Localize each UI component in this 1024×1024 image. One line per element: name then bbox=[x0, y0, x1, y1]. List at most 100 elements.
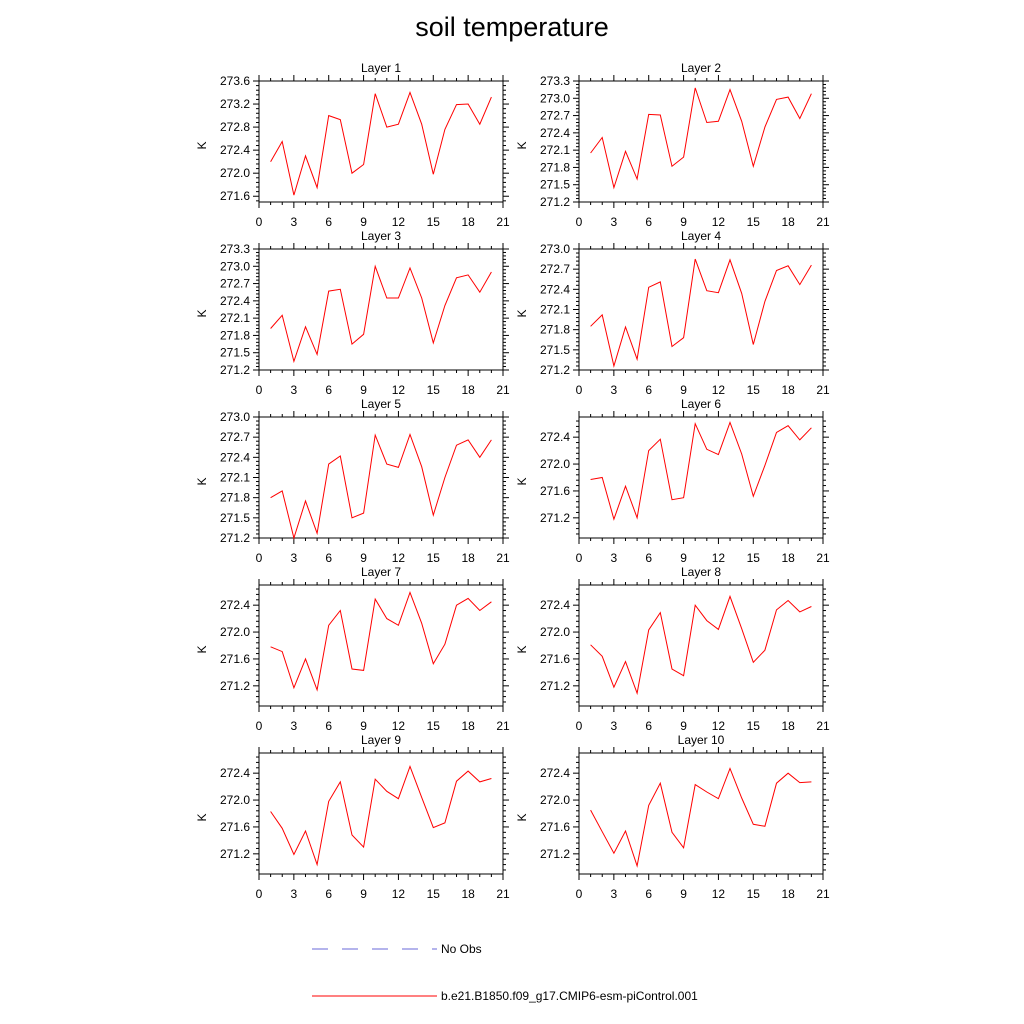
y-tick-label: 271.2 bbox=[220, 847, 250, 861]
x-tick-label: 3 bbox=[611, 719, 618, 733]
y-tick-label: 272.7 bbox=[540, 262, 570, 276]
x-tick-label: 6 bbox=[645, 887, 652, 901]
x-tick-label: 18 bbox=[781, 383, 795, 397]
x-tick-label: 3 bbox=[611, 887, 618, 901]
y-tick-label: 272.4 bbox=[220, 450, 250, 464]
x-tick-label: 12 bbox=[392, 215, 406, 229]
x-tick-label: 3 bbox=[291, 551, 298, 565]
y-tick-label: 273.0 bbox=[540, 91, 570, 105]
y-tick-label: 271.6 bbox=[540, 484, 570, 498]
y-tick-label: 272.1 bbox=[220, 471, 250, 485]
x-tick-label: 0 bbox=[256, 551, 263, 565]
x-tick-label: 21 bbox=[496, 215, 510, 229]
x-tick-label: 9 bbox=[680, 215, 687, 229]
x-tick-label: 9 bbox=[680, 719, 687, 733]
series-line bbox=[270, 590, 492, 692]
y-tick-label: 272.4 bbox=[540, 430, 570, 444]
y-tick-label: 272.4 bbox=[540, 126, 570, 140]
x-tick-label: 15 bbox=[747, 551, 761, 565]
panel-layer-1: 0 3 6 9 12 15 18 21 271.6 272.0 272.4 272.8 273.2 273… bbox=[195, 61, 510, 229]
x-tick-label: 9 bbox=[360, 551, 367, 565]
y-tick-label: 272.1 bbox=[540, 303, 570, 317]
y-tick-label: 271.8 bbox=[220, 328, 250, 342]
x-tick-label: 12 bbox=[712, 887, 726, 901]
x-tick-label: 0 bbox=[256, 215, 263, 229]
x-tick-label: 12 bbox=[392, 383, 406, 397]
x-tick-label: 12 bbox=[392, 551, 406, 565]
y-tick-label: 271.2 bbox=[220, 531, 250, 545]
x-tick-label: 12 bbox=[712, 215, 726, 229]
panel-title: Layer 3 bbox=[361, 229, 401, 243]
y-tick-label: 271.8 bbox=[220, 491, 250, 505]
panel-title: Layer 2 bbox=[681, 61, 721, 75]
y-tick-label: 271.6 bbox=[540, 652, 570, 666]
x-tick-label: 18 bbox=[461, 215, 475, 229]
y-tick-label: 271.2 bbox=[540, 847, 570, 861]
plot-frame bbox=[578, 584, 824, 707]
panel-layer-4: 0 3 6 9 12 15 18 21 271.2 271.5 271.8 272.1 272.4 272… bbox=[515, 229, 830, 397]
x-tick-label: 15 bbox=[747, 719, 761, 733]
x-tick-label: 15 bbox=[427, 719, 441, 733]
y-tick-label: 272.7 bbox=[540, 109, 570, 123]
y-tick-label: 271.2 bbox=[220, 679, 250, 693]
panel-title: Layer 10 bbox=[678, 733, 725, 747]
panel-title: Layer 1 bbox=[361, 61, 401, 75]
panel-title: Layer 6 bbox=[681, 397, 721, 411]
x-tick-label: 0 bbox=[576, 551, 583, 565]
y-tick-label: 273.0 bbox=[540, 242, 570, 256]
panel-layer-5: 0 3 6 9 12 15 18 21 271.2 271.5 271.8 272.1 272.4 272… bbox=[195, 397, 510, 565]
y-tick-label: 271.6 bbox=[220, 652, 250, 666]
x-tick-label: 15 bbox=[747, 215, 761, 229]
panel-layer-7: 0 3 6 9 12 15 18 21 271.2 271.6 272.0 272.4 Layer 7 K bbox=[195, 565, 510, 733]
x-tick-label: 6 bbox=[645, 215, 652, 229]
y-tick-label: 272.7 bbox=[220, 277, 250, 291]
y-tick-label: 271.5 bbox=[220, 346, 250, 360]
x-tick-label: 3 bbox=[291, 383, 298, 397]
panel-title: Layer 9 bbox=[361, 733, 401, 747]
panel-layer-8: 0 3 6 9 12 15 18 21 271.2 271.6 272.0 272.4 Layer 8 K bbox=[515, 565, 830, 733]
x-tick-label: 9 bbox=[360, 719, 367, 733]
y-axis-label: K bbox=[515, 477, 529, 485]
x-tick-label: 3 bbox=[611, 383, 618, 397]
series-line bbox=[270, 91, 492, 196]
plot-frame bbox=[578, 416, 824, 539]
x-tick-label: 12 bbox=[712, 383, 726, 397]
series-line bbox=[270, 764, 492, 867]
x-tick-label: 21 bbox=[816, 215, 830, 229]
x-tick-label: 9 bbox=[360, 215, 367, 229]
panel-title: Layer 5 bbox=[361, 397, 401, 411]
x-tick-label: 6 bbox=[645, 719, 652, 733]
x-tick-label: 12 bbox=[392, 887, 406, 901]
x-tick-label: 15 bbox=[427, 887, 441, 901]
panel-title: Layer 7 bbox=[361, 565, 401, 579]
y-axis-label: K bbox=[195, 141, 209, 149]
y-axis-label: K bbox=[195, 477, 209, 485]
x-tick-label: 6 bbox=[325, 719, 332, 733]
x-tick-label: 18 bbox=[781, 215, 795, 229]
x-tick-label: 12 bbox=[712, 551, 726, 565]
x-tick-label: 12 bbox=[712, 719, 726, 733]
x-tick-label: 3 bbox=[291, 887, 298, 901]
y-tick-label: 272.4 bbox=[220, 598, 250, 612]
x-tick-label: 18 bbox=[461, 887, 475, 901]
plot-frame bbox=[578, 248, 824, 371]
y-tick-label: 272.7 bbox=[220, 430, 250, 444]
y-tick-label: 272.8 bbox=[220, 120, 250, 134]
x-tick-label: 18 bbox=[781, 719, 795, 733]
x-tick-label: 21 bbox=[816, 887, 830, 901]
x-tick-label: 21 bbox=[496, 719, 510, 733]
y-axis-label: K bbox=[195, 309, 209, 317]
y-tick-label: 271.6 bbox=[220, 820, 250, 834]
x-tick-label: 6 bbox=[645, 383, 652, 397]
y-axis-label: K bbox=[195, 813, 209, 821]
series-line bbox=[270, 264, 492, 364]
y-tick-label: 271.5 bbox=[220, 511, 250, 525]
x-tick-label: 18 bbox=[461, 551, 475, 565]
y-tick-label: 273.0 bbox=[220, 410, 250, 424]
y-tick-label: 273.6 bbox=[220, 74, 250, 88]
x-tick-label: 6 bbox=[325, 551, 332, 565]
y-tick-label: 272.0 bbox=[540, 457, 570, 471]
y-tick-label: 273.3 bbox=[220, 242, 250, 256]
y-tick-label: 271.5 bbox=[540, 178, 570, 192]
y-tick-label: 271.8 bbox=[540, 323, 570, 337]
